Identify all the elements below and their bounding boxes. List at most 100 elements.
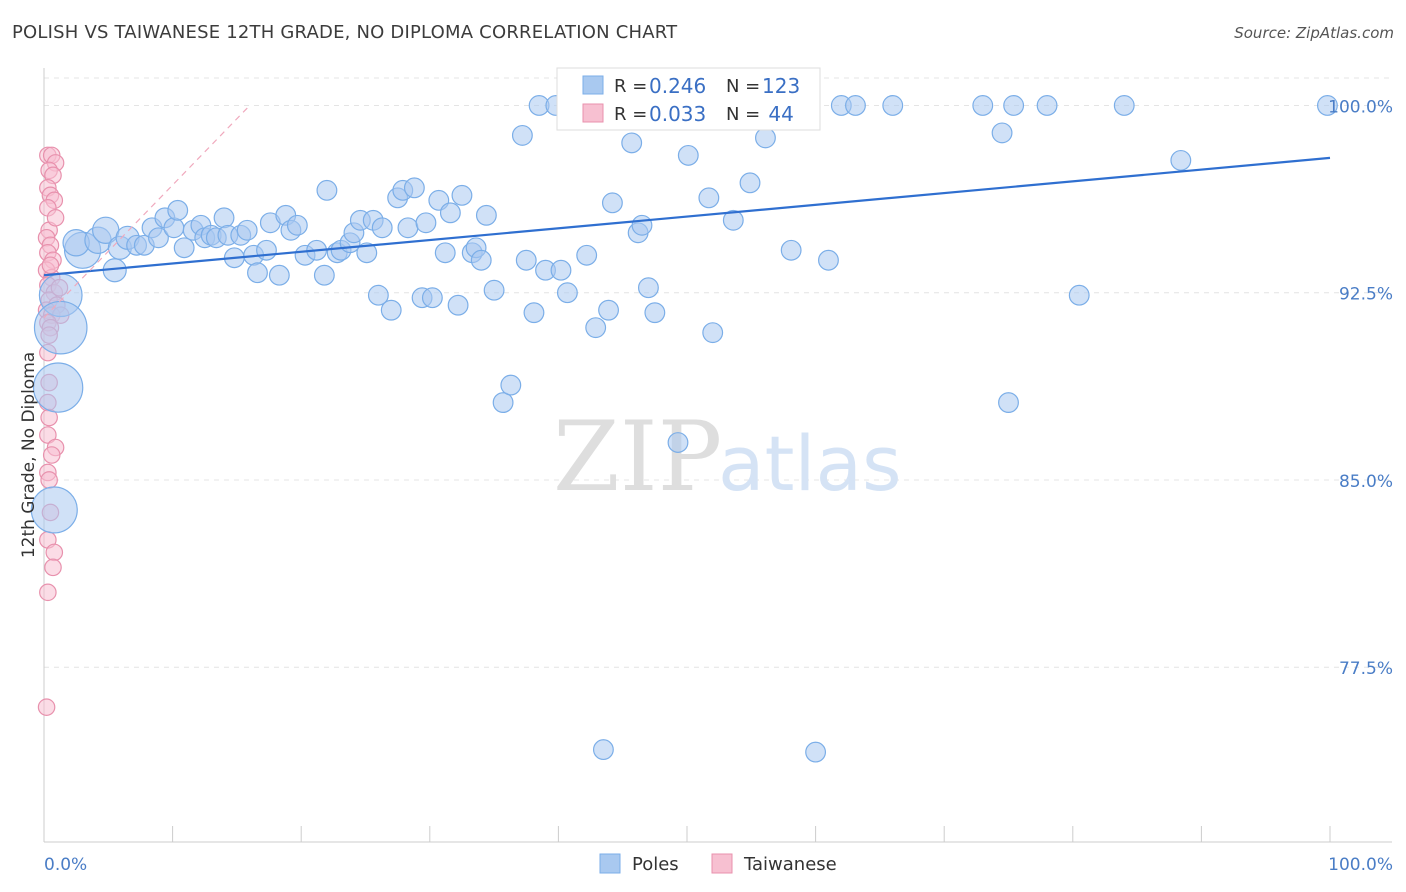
point-poles-106: [818, 249, 839, 271]
point-poles-3: [30, 486, 78, 534]
point-poles-88: [637, 277, 659, 299]
point-poles-109: [882, 95, 904, 116]
point-poles-89: [644, 302, 666, 324]
point-poles-93: [677, 144, 699, 166]
legend-r-label-taiwanese: R =: [614, 104, 647, 125]
point-poles-17: [167, 199, 189, 221]
legend-bottom-swatch-poles: [599, 853, 621, 874]
point-poles-101: [739, 172, 761, 194]
point-poles-33: [268, 264, 290, 286]
point-poles-67: [483, 279, 505, 301]
legend-swatch-poles: [582, 75, 604, 95]
legend-n-value-poles: 123: [762, 74, 800, 98]
legend-top: R = 0.246 N = 123 R = 0.033 N = 44: [556, 67, 821, 131]
point-poles-76: [550, 259, 572, 281]
point-poles-114: [1036, 95, 1058, 116]
legend-n-value-taiwanese: 44: [762, 102, 794, 126]
point-poles-104: [780, 239, 802, 261]
point-poles-69: [500, 374, 522, 396]
point-poles-18: [173, 237, 195, 259]
y-tick-label-3: 77.5%: [1339, 659, 1393, 679]
point-poles-56: [415, 212, 437, 234]
point-poles-65: [470, 249, 492, 271]
point-poles-61: [447, 294, 469, 316]
y-tick-labels: 100.0% 92.5% 85.0% 77.5%: [1328, 97, 1393, 679]
chart-title: POLISH VS TAIWANESE 12TH GRADE, NO DIPLO…: [12, 22, 678, 43]
point-taiwanese-37: [37, 698, 56, 716]
point-poles-54: [403, 177, 425, 199]
legend-bottom: Poles Taiwanese: [599, 853, 837, 875]
point-poles-39: [313, 264, 335, 286]
legend-bottom-swatch-taiwanese: [711, 853, 733, 874]
source-label: Source: ZipAtlas.com: [1234, 24, 1394, 42]
point-poles-110: [972, 95, 994, 116]
point-poles-40: [316, 179, 338, 201]
watermark-zip: ZIP: [553, 401, 722, 513]
legend-swatch-taiwanese: [582, 103, 604, 123]
point-taiwanese-32: [40, 471, 58, 489]
legend-r-label-poles: R =: [614, 76, 647, 97]
point-taiwanese-38: [41, 256, 60, 275]
point-poles-118: [1316, 95, 1338, 116]
point-poles-85: [621, 132, 643, 154]
point-poles-111: [991, 122, 1013, 144]
point-poles-115: [1068, 284, 1090, 306]
point-poles-62: [451, 184, 473, 206]
point-poles-72: [523, 302, 545, 324]
point-poles-82: [598, 299, 619, 321]
point-taiwanese-35: [44, 558, 62, 577]
point-poles-105: [805, 741, 827, 763]
y-axis-label: 12th Grade, No Diploma: [19, 352, 39, 558]
point-poles-113: [1003, 95, 1025, 116]
legend-n-label-poles: N =: [726, 76, 760, 97]
x-tick-labels: 0.0% 100.0%: [44, 855, 1393, 875]
point-poles-59: [434, 242, 456, 264]
point-poles-66: [475, 204, 497, 226]
point-poles-83: [601, 192, 623, 214]
point-poles-68: [492, 392, 514, 414]
point-taiwanese-34: [45, 543, 64, 562]
trend-line-taiwanese: [43, 105, 251, 319]
point-poles-46: [356, 242, 378, 264]
point-poles-96: [698, 187, 720, 209]
point-poles-57: [421, 287, 443, 309]
point-poles-70: [511, 124, 533, 146]
grid-lines: [44, 77, 1392, 668]
point-poles-36: [286, 214, 308, 236]
point-poles-116: [1113, 95, 1135, 116]
trend-line-poles: [43, 156, 1331, 277]
legend-bottom-label-taiwanese: Taiwanese: [743, 854, 837, 875]
point-poles-71: [515, 249, 537, 271]
point-poles-16: [163, 217, 185, 239]
point-poles-53: [397, 217, 419, 239]
point-poles-79: [576, 244, 598, 266]
point-poles-30: [247, 262, 268, 284]
watermark: ZIP atlas: [553, 401, 902, 513]
point-poles-81: [592, 739, 614, 761]
point-poles-87: [631, 214, 653, 236]
point-poles-99: [722, 209, 744, 231]
point-poles-50: [380, 299, 402, 321]
y-tick-label-2: 85.0%: [1339, 472, 1393, 492]
legend-r-value-taiwanese: 0.033: [649, 102, 706, 126]
point-poles-103: [755, 127, 776, 149]
point-poles-14: [148, 227, 169, 249]
point-poles-92: [667, 432, 689, 453]
point-taiwanese-29: [39, 426, 57, 444]
point-poles-2: [32, 362, 84, 413]
x-tick-label-0: 0.0%: [44, 855, 87, 875]
point-poles-48: [367, 284, 389, 306]
point-poles-117: [1170, 149, 1192, 171]
legend-n-label-taiwanese: N =: [726, 104, 760, 125]
data-points: [30, 95, 1338, 763]
legend-bottom-label-poles: Poles: [632, 854, 679, 875]
point-taiwanese-36: [39, 583, 57, 602]
point-poles-108: [845, 95, 866, 116]
legend-r-value-poles: 0.246: [649, 74, 706, 98]
watermark-atlas: atlas: [718, 419, 902, 508]
point-poles-97: [702, 322, 724, 344]
point-poles-77: [556, 282, 578, 304]
point-poles-1: [33, 300, 88, 355]
x-tick-label-1: 100.0%: [1328, 855, 1393, 875]
